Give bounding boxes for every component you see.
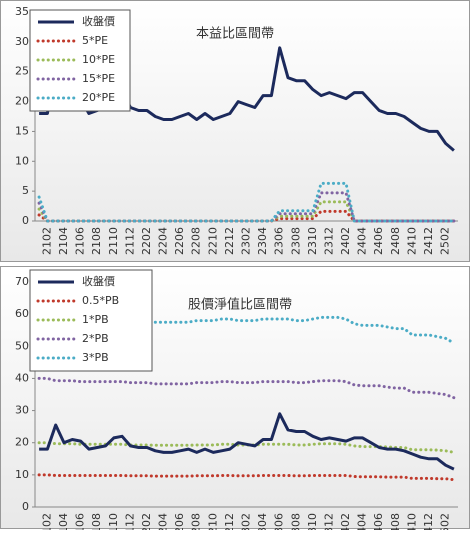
x-tick-label: 2204 [157,227,170,255]
x-tick-label: 2302 [240,513,253,530]
y-tick-label: 20 [15,436,29,449]
x-tick-label: 2102 [40,227,53,255]
x-tick-label: 2112 [123,227,136,255]
x-tick-label: 2304 [256,227,269,255]
x-tick-label: 2502 [439,227,452,255]
x-tick-label: 2304 [256,513,269,530]
x-tick-label: 2308 [289,227,302,255]
x-tick-label: 2104 [57,513,70,530]
x-tick-label: 2402 [339,227,352,255]
x-tick-label: 2412 [422,513,435,530]
x-tick-label: 2206 [173,513,186,530]
y-tick-label: 35 [15,5,29,18]
x-tick-label: 2410 [405,513,418,530]
x-tick-label: 2208 [190,227,203,255]
series-line [39,412,455,471]
legend-box [29,269,153,372]
series-line [37,181,456,223]
x-tick-label: 2406 [372,227,385,255]
x-tick-label: 2412 [422,227,435,255]
legend-label: 5*PE [82,34,108,47]
x-tick-label: 2308 [289,513,302,530]
x-tick-label: 2202 [140,513,153,530]
y-tick-label: 15 [15,124,29,137]
y-tick-label: 30 [15,35,29,48]
legend-label: 0.5*PB [82,294,119,307]
legend-label: 2*PB [82,332,109,345]
y-tick-label: 50 [15,339,29,352]
x-tick-label: 2106 [74,227,87,255]
chart-title: 本益比區間帶 [196,27,274,42]
y-tick-label: 40 [15,371,29,384]
x-tick-label: 2104 [57,227,70,255]
x-tick-label: 2202 [140,227,153,255]
y-tick-label: 10 [15,468,29,481]
legend-label: 10*PE [82,53,115,66]
x-tick-label: 2408 [389,513,402,530]
x-tick-label: 2212 [223,227,236,255]
y-tick-label: 25 [15,65,29,78]
x-tick-label: 2112 [123,513,136,530]
x-tick-label: 2108 [90,513,103,530]
x-tick-label: 2206 [173,227,186,255]
x-tick-label: 2108 [90,227,103,255]
y-tick-label: 0 [22,500,29,513]
x-tick-label: 2312 [322,227,335,255]
legend-label: 收盤價 [82,14,115,28]
y-tick-label: 60 [15,307,29,320]
y-tick-label: 0 [22,214,29,227]
y-tick-label: 10 [15,154,29,167]
y-tick-label: 70 [15,275,29,288]
x-tick-label: 2208 [190,513,203,530]
x-tick-label: 2110 [107,227,120,255]
x-tick-label: 2406 [372,513,385,530]
x-tick-label: 2502 [439,513,452,530]
x-tick-label: 2404 [356,513,369,530]
x-tick-label: 2404 [356,227,369,255]
legend-label: 1*PB [82,313,109,326]
x-tick-label: 2106 [74,513,87,530]
series-line [37,473,456,482]
x-tick-label: 2410 [405,227,418,255]
x-tick-label: 2310 [306,227,319,255]
x-tick-label: 2212 [223,513,236,530]
legend-label: 收盤價 [82,274,115,288]
chart-title: 股價淨值比區間帶 [188,297,292,313]
legend-label: 15*PE [82,72,115,85]
x-tick-label: 2402 [339,513,352,530]
legend-label: 20*PE [82,91,115,104]
x-tick-label: 2102 [40,513,53,530]
x-tick-label: 2408 [389,227,402,255]
x-tick-label: 2306 [273,227,286,255]
x-tick-label: 2306 [273,513,286,530]
x-tick-label: 2312 [322,513,335,530]
series-line [37,376,456,400]
series-line [37,441,456,454]
x-tick-label: 2210 [206,513,219,530]
y-tick-label: 20 [15,95,29,108]
x-tick-label: 2110 [107,513,120,530]
x-tick-label: 2210 [206,227,219,255]
y-tick-label: 30 [15,404,29,417]
x-tick-label: 2310 [306,513,319,530]
x-tick-label: 2204 [157,513,170,530]
legend-box [29,9,131,112]
x-tick-label: 2302 [240,227,253,255]
legend-label: 3*PB [82,351,109,364]
y-tick-label: 5 [22,184,29,197]
